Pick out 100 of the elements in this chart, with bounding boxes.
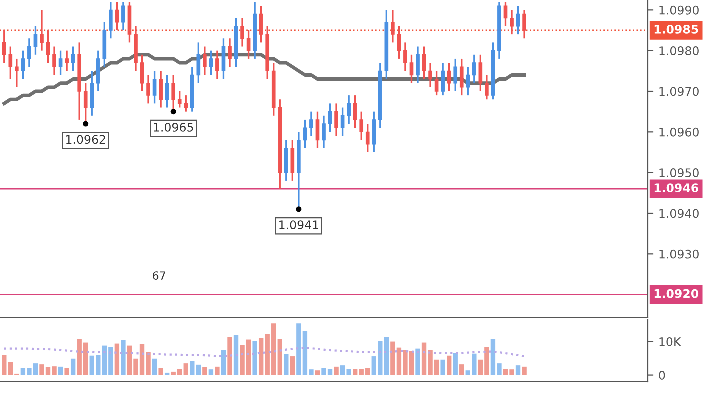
candlestick [391, 9, 395, 44]
candlestick [416, 46, 420, 84]
bar [2, 355, 7, 376]
y-tick-label: 1.0980 [660, 46, 699, 56]
candlestick [240, 17, 244, 48]
candlestick [228, 38, 232, 68]
candlestick [397, 26, 402, 60]
candlestick [422, 46, 426, 80]
candlestick [15, 58, 19, 88]
bar [416, 348, 420, 376]
bar [453, 354, 458, 376]
candlestick [434, 70, 439, 96]
candlestick [115, 1, 120, 32]
candlestick [8, 46, 13, 80]
candlestick [46, 30, 50, 64]
y-tick-label: 1.0940 [660, 209, 699, 218]
candlestick [203, 46, 207, 76]
y-tick-label: 1.0950 [660, 168, 699, 178]
bar [334, 366, 339, 376]
bar [228, 337, 232, 376]
candlestick [65, 50, 69, 72]
candlestick [366, 123, 370, 154]
bar [202, 367, 208, 376]
candlestick [52, 46, 56, 76]
bar [114, 344, 120, 376]
bar [121, 340, 126, 376]
candlestick [184, 94, 188, 113]
candlestick [246, 30, 251, 60]
y-tick-label: 1.0930 [660, 250, 699, 259]
ref-line-label: 1.0920 [654, 289, 699, 298]
candlestick [516, 5, 520, 36]
candlestick [28, 38, 32, 68]
candlestick [441, 62, 445, 96]
candlestick [152, 70, 157, 105]
annotation: 1.0965 [154, 122, 194, 132]
annotation: 1.0941 [280, 220, 318, 230]
bar [252, 341, 258, 376]
candlestick [410, 54, 414, 84]
y-tick-label: 1.0960 [660, 128, 699, 137]
bar [278, 339, 282, 376]
bar [184, 364, 188, 376]
ref-line-label: 1.0946 [654, 184, 698, 193]
y-tick-label: 10K [660, 338, 682, 346]
candlestick [21, 50, 26, 80]
bar [164, 372, 170, 376]
candlestick [71, 46, 76, 72]
ref-line-label: 1.0985 [654, 24, 698, 34]
line-series [3, 347, 526, 358]
candlestick [34, 26, 38, 56]
bar [190, 361, 195, 376]
candlestick [334, 102, 338, 138]
candlestick [460, 58, 464, 96]
candlestick [447, 62, 452, 92]
candlestick [58, 50, 63, 76]
bar [158, 368, 164, 376]
candlestick [353, 94, 358, 129]
candlestick [159, 70, 163, 109]
candlestick [504, 1, 508, 28]
y-tick-label: 0 [659, 371, 666, 380]
candlestick [303, 119, 308, 150]
candlestick [328, 102, 332, 133]
bar [460, 364, 464, 376]
candlestick [485, 74, 489, 100]
bar [58, 366, 64, 376]
candlestick [209, 50, 214, 76]
bar [440, 360, 446, 376]
bar [208, 370, 214, 376]
bar [522, 366, 527, 376]
candlestick [404, 42, 408, 72]
bar [70, 358, 76, 376]
candlestick [122, 1, 126, 32]
bar [196, 364, 202, 376]
candlestick [165, 74, 170, 109]
bar [221, 350, 226, 376]
candlestick [109, 1, 113, 40]
candlestick [40, 9, 44, 52]
candlestick [322, 115, 326, 150]
candlestick [340, 106, 345, 138]
candlestick [428, 62, 432, 88]
y-tick-label: 1.0970 [660, 87, 699, 96]
bar [446, 356, 452, 376]
candlestick [472, 54, 476, 84]
candlestick [146, 74, 150, 105]
candlestick [347, 94, 351, 125]
candlestick [310, 110, 314, 138]
bar [290, 356, 296, 376]
candlestick [466, 66, 470, 96]
candlestick [140, 54, 144, 92]
candlestick [510, 9, 514, 36]
candlestick [454, 58, 458, 92]
candlestick [216, 50, 220, 80]
candlestick [196, 42, 201, 84]
candlestick [178, 90, 182, 109]
annotation: 1.0962 [66, 135, 106, 144]
bar [234, 335, 239, 376]
candlestick [478, 54, 483, 92]
annotation: 67 [153, 272, 166, 280]
bar [215, 366, 220, 376]
bar [315, 370, 320, 376]
candlestick [316, 110, 320, 150]
